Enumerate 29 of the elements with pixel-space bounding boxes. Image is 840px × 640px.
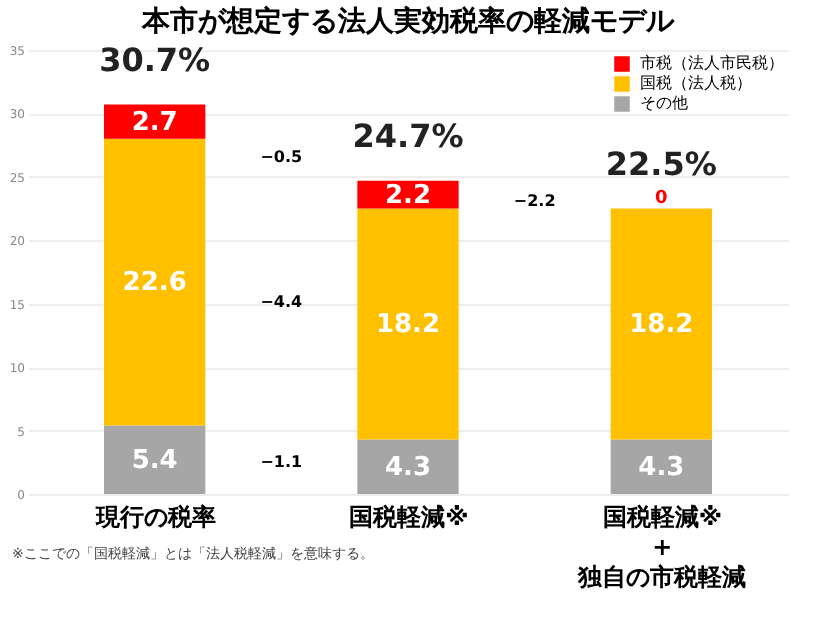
data-label: 22.6 <box>122 268 187 299</box>
legend-label: その他 <box>640 94 688 112</box>
bar <box>357 439 459 494</box>
chart-title: 本市が想定する法人実効税率の軽減モデル <box>140 4 676 38</box>
data-label: 5.4 <box>131 445 178 476</box>
total-label: 30.7% <box>99 40 211 79</box>
total-label: 22.5% <box>605 144 717 183</box>
x-tick-label: 現行の税率 <box>93 503 216 531</box>
annotation: −1.1 <box>260 453 304 472</box>
annotation: −2.2 <box>513 191 556 210</box>
data-label: 2.2 <box>384 180 432 211</box>
x-tick-label: 国税軽減※ <box>349 503 469 531</box>
data-label: 4.3 <box>638 452 685 483</box>
x-tick-label: 国税軽減※ + 独自の市税軽減 <box>576 503 747 591</box>
data-label: 18.2 <box>629 310 694 341</box>
data-label: 0 <box>655 188 668 209</box>
bar <box>610 208 712 440</box>
bar <box>104 425 206 494</box>
data-label: 18.2 <box>375 310 441 341</box>
annotation: −0.5 <box>260 148 304 167</box>
data-label: 4.3 <box>384 452 432 483</box>
annotation: −4.4 <box>260 293 304 312</box>
legend-label: 市税（法人市民税） <box>640 54 784 72</box>
legend-label: 国税（法人税） <box>640 74 752 92</box>
total-label: 24.7% <box>352 116 464 155</box>
bar <box>104 138 206 426</box>
data-label: 2.7 <box>131 107 178 138</box>
bar <box>357 208 459 440</box>
bar <box>610 439 712 494</box>
